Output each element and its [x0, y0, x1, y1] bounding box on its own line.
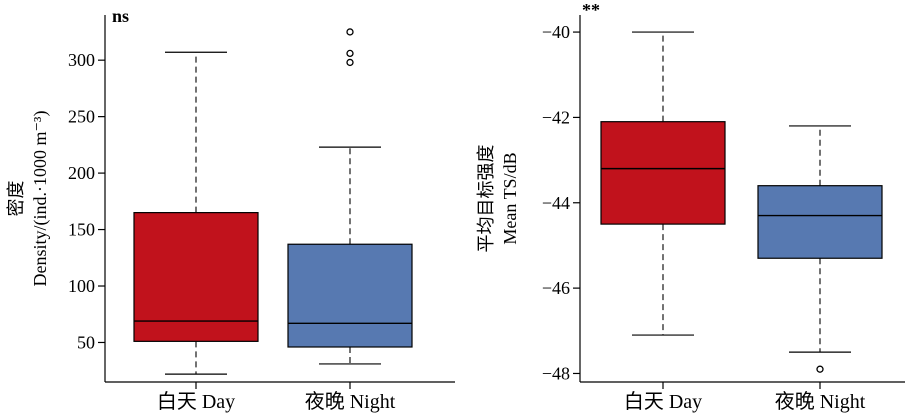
density-iqr-box-night	[287, 243, 413, 348]
density-box-day: 白天 Day	[133, 51, 259, 413]
ts-outlier-point-night	[816, 365, 824, 373]
density-iqr-box-day	[133, 212, 259, 342]
density-y-tick-label: 300	[68, 50, 95, 70]
density-outlier-point-night	[346, 49, 354, 58]
density-y-tick-label: 100	[68, 276, 95, 296]
ts-y-tick-label: −40	[542, 22, 570, 42]
density-category-label-day: 白天 Day	[157, 390, 235, 413]
density-y-axis-label-cn: 密度	[6, 181, 26, 217]
ts-box-night: 夜晚 Night	[757, 125, 883, 413]
ts-iqr-box-day	[600, 121, 726, 225]
density-y-tick-label: 150	[68, 220, 95, 240]
ts-y-tick-label: −48	[542, 363, 570, 383]
density-y-tick-label: 200	[68, 163, 95, 183]
ts-y-axis-label-cn: 平均目标强度	[476, 145, 496, 253]
density-category-label-night: 夜晚 Night	[305, 390, 396, 413]
density-box-night: 夜晚 Night	[287, 28, 413, 413]
density-outlier-point-night	[346, 58, 354, 67]
density-y-tick-label: 50	[77, 332, 95, 352]
ts-significance-label: **	[582, 0, 600, 20]
density-y-tick-label: 250	[68, 107, 95, 127]
density-panel: 50 100 150 200 250 300 ns 密度 Density/(ind.·1000 …	[6, 6, 455, 413]
ts-category-label-night: 夜晚 Night	[775, 390, 866, 413]
ts-y-tick-label: −46	[542, 278, 570, 298]
ts-y-tick-label: −44	[542, 193, 570, 213]
ts-y-tick-label: −42	[542, 107, 570, 127]
ts-category-label-day: 白天 Day	[624, 390, 702, 413]
density-outlier-point-night	[346, 28, 354, 36]
density-y-axis-label-en: Density/(ind.·1000 m⁻³)	[30, 111, 51, 287]
ts-y-axis-label-en: Mean TS/dB	[500, 152, 520, 244]
density-significance-label: ns	[112, 6, 129, 26]
ts-panel: −48 −46 −44 −42 −40 ** 平均目标强度 Mean TS/dB 白天 Day 夜…	[476, 0, 905, 413]
ts-iqr-box-night	[757, 185, 883, 259]
ts-box-day: 白天 Day	[600, 31, 726, 413]
